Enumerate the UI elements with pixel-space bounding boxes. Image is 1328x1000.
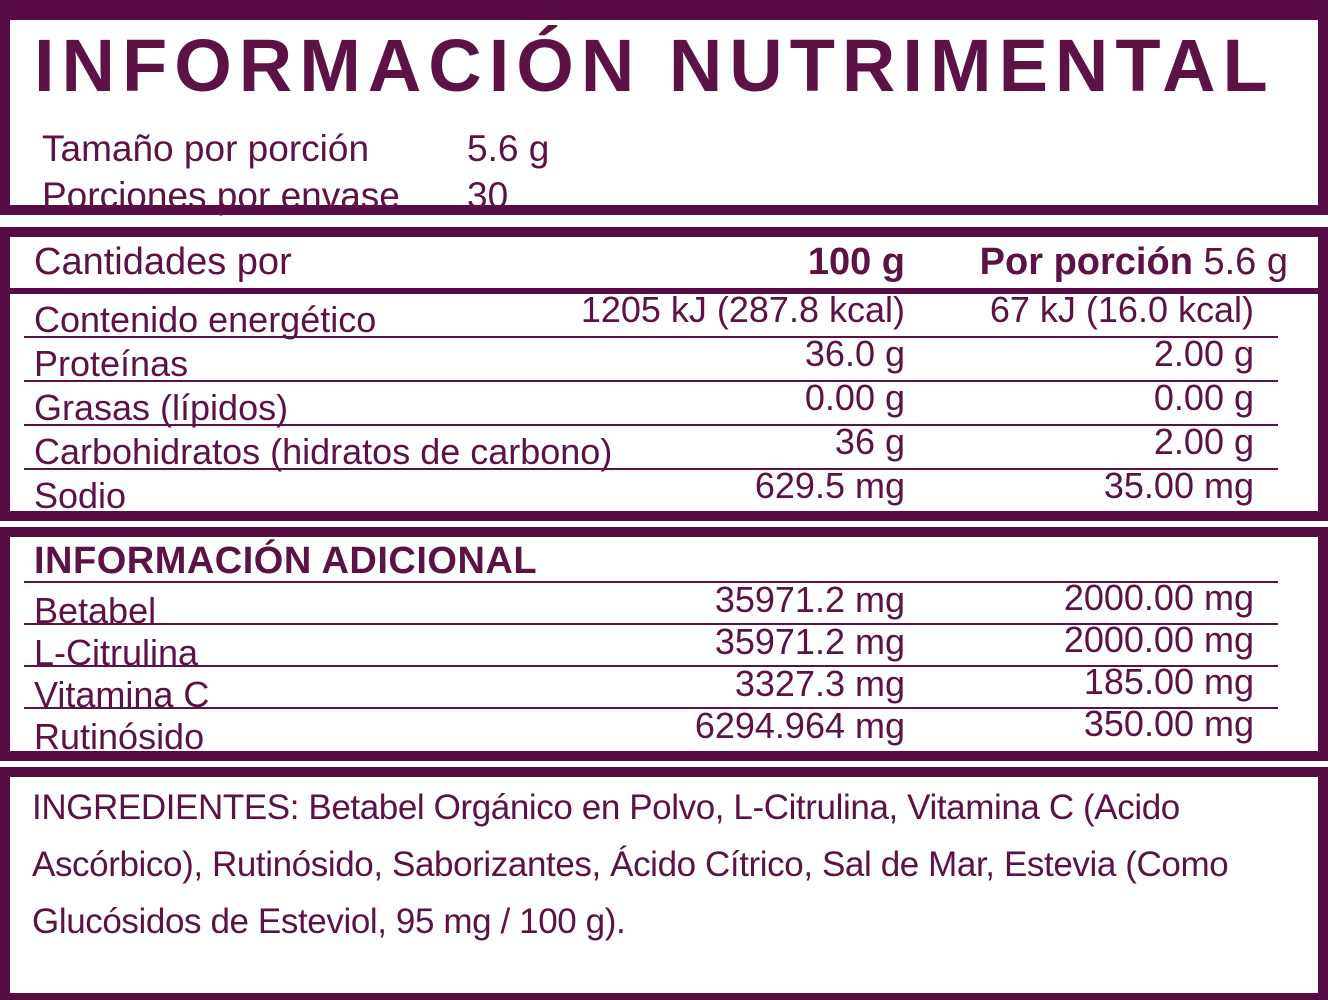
row-label: Betabel bbox=[34, 590, 157, 631]
value-per-portion: 0.00 g bbox=[1153, 377, 1254, 418]
row-divider bbox=[24, 581, 1278, 583]
row-label: Vitamina C bbox=[34, 674, 210, 715]
table-row-carbs: Carbohidratos (hidratos de carbono) 36 g… bbox=[10, 422, 1318, 472]
value-per-100g: 0.00 g bbox=[804, 377, 905, 418]
header-portion-label: Por porción bbox=[979, 241, 1193, 283]
value-per-portion: 2000.00 mg bbox=[1063, 577, 1254, 618]
table-row-sodium: Sodio 629.5 mg 35.00 mg bbox=[10, 466, 1318, 516]
table-header-row: Cantidades por 100 g Por porción 5.6 g bbox=[10, 237, 1318, 288]
row-divider bbox=[24, 424, 1278, 426]
table-row-citrulina: L-Citrulina 35971.2 mg 2000.00 mg bbox=[10, 620, 1318, 673]
serving-size-value: 5.6 g bbox=[467, 128, 550, 169]
row-divider bbox=[24, 336, 1278, 338]
row-label: L-Citrulina bbox=[34, 632, 199, 673]
header-col-portion: Por porción 5.6 g bbox=[905, 237, 1318, 288]
table-row-betabel: Betabel 35971.2 mg 2000.00 mg bbox=[10, 578, 1318, 631]
row-label: Carbohidratos (hidratos de carbono) bbox=[34, 431, 613, 472]
value-per-100g: 3327.3 mg bbox=[734, 663, 905, 704]
value-per-portion: 2000.00 mg bbox=[1063, 619, 1254, 660]
additional-info-title: INFORMACIÓN ADICIONAL bbox=[34, 540, 538, 582]
row-label: Rutinósido bbox=[34, 716, 205, 757]
row-divider bbox=[24, 380, 1278, 382]
header-col-100g: 100 g bbox=[807, 241, 905, 283]
value-per-100g: 36 g bbox=[834, 421, 905, 462]
value-per-portion: 350.00 mg bbox=[1083, 703, 1254, 744]
ingredients-box: INGREDIENTES: Betabel Orgánico en Polvo,… bbox=[0, 767, 1328, 1000]
row-label: Contenido energético bbox=[34, 299, 377, 340]
servings-per-container-label: Porciones por envase bbox=[42, 175, 400, 216]
value-per-100g: 1205 kJ (287.8 kcal) bbox=[580, 289, 905, 330]
ingredients-text: INGREDIENTES: Betabel Orgánico en Polvo,… bbox=[32, 788, 1229, 941]
additional-info-box: INFORMACIÓN ADICIONAL Betabel 35971.2 mg… bbox=[0, 527, 1328, 761]
table-row-rutinosido: Rutinósido 6294.964 mg 350.00 mg bbox=[10, 704, 1318, 757]
servings-per-container-value: 30 bbox=[467, 175, 509, 216]
header-divider bbox=[10, 288, 1318, 294]
title-box: INFORMACIÓN NUTRIMENTAL Tamaño por porci… bbox=[0, 0, 1328, 217]
value-per-portion: 2.00 g bbox=[1153, 421, 1254, 462]
value-per-portion: 2.00 g bbox=[1153, 333, 1254, 374]
serving-size-row: Tamaño por porción 5.6 g bbox=[10, 128, 1318, 170]
value-per-100g: 36.0 g bbox=[804, 333, 905, 374]
serving-size-label: Tamaño por porción bbox=[42, 128, 370, 169]
row-divider bbox=[24, 665, 1278, 667]
value-per-portion: 67 kJ (16.0 kcal) bbox=[989, 289, 1254, 330]
main-table-box: Cantidades por 100 g Por porción 5.6 g C… bbox=[0, 227, 1328, 521]
row-divider bbox=[24, 623, 1278, 625]
page-title: INFORMACIÓN NUTRIMENTAL bbox=[34, 24, 1275, 107]
table-row-protein: Proteínas 36.0 g 2.00 g bbox=[10, 334, 1318, 384]
table-row-fat: Grasas (lípidos) 0.00 g 0.00 g bbox=[10, 378, 1318, 428]
servings-per-container-row: Porciones por envase 30 bbox=[10, 175, 1318, 217]
row-divider bbox=[24, 468, 1278, 470]
value-per-100g: 629.5 mg bbox=[754, 465, 905, 506]
table-row-vitamina-c: Vitamina C 3327.3 mg 185.00 mg bbox=[10, 662, 1318, 715]
table-row-energy: Contenido energético 1205 kJ (287.8 kcal… bbox=[10, 290, 1318, 340]
value-per-100g: 35971.2 mg bbox=[714, 579, 905, 620]
row-divider bbox=[24, 707, 1278, 709]
row-label: Sodio bbox=[34, 475, 127, 516]
value-per-portion: 185.00 mg bbox=[1083, 661, 1254, 702]
value-per-100g: 6294.964 mg bbox=[694, 705, 905, 746]
row-label: Proteínas bbox=[34, 343, 189, 384]
row-label: Grasas (lípidos) bbox=[34, 387, 289, 428]
value-per-portion: 35.00 mg bbox=[1103, 465, 1254, 506]
header-amounts-per: Cantidades por bbox=[34, 241, 292, 283]
header-portion-value: 5.6 g bbox=[1203, 241, 1288, 283]
value-per-100g: 35971.2 mg bbox=[714, 621, 905, 662]
